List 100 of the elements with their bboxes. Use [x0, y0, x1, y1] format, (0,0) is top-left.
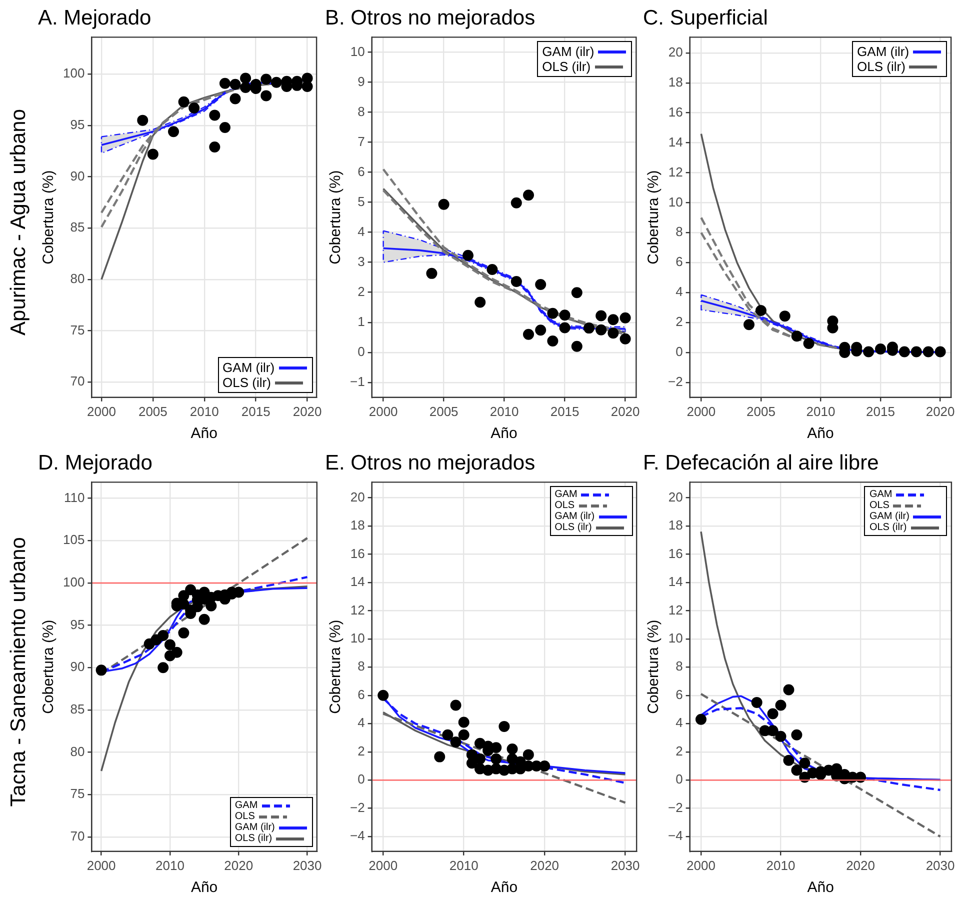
y-axis-title: Cobertura (%) [327, 620, 344, 714]
x-axis-title: Año [490, 879, 518, 896]
y-tick-label: 16 [350, 546, 365, 561]
y-tick-label: 8 [676, 224, 683, 240]
y-axis-title: Cobertura (%) [645, 170, 662, 264]
legend-label: GAM (ilr) [222, 360, 275, 376]
legend-label: OLS (ilr) [542, 59, 591, 74]
x-tick-label: 2010 [806, 404, 836, 419]
legend-label: OLS [869, 500, 890, 512]
x-tick-label: 2000 [86, 858, 116, 873]
y-axis-title: Cobertura (%) [327, 170, 344, 264]
x-tick-label: 2005 [746, 404, 776, 419]
y-tick-label: 3 [358, 254, 365, 269]
y-tick-label: 8 [358, 658, 365, 674]
y-tick-label: 10 [350, 44, 365, 59]
legend-label: GAM (ilr) [857, 44, 910, 60]
y-tick-label: 10 [350, 630, 365, 646]
y-tick-label: 2 [358, 284, 365, 299]
y-tick-label: 80 [70, 270, 85, 286]
x-axis-title: Año [190, 879, 218, 896]
y-tick-label: 10 [668, 194, 683, 210]
x-tick-label: 2020 [610, 404, 640, 419]
x-tick-label: 2000 [368, 858, 398, 873]
legend-label: GAM (ilr) [542, 44, 594, 60]
y-tick-label: 4 [358, 224, 365, 239]
y-tick-label: 0 [358, 344, 365, 359]
legend-label: OLS (ilr) [222, 375, 271, 390]
y-tick-label: 90 [70, 168, 85, 184]
legend-label: GAM (ilr) [869, 511, 910, 522]
y-tick-label: −4 [668, 828, 683, 844]
y-tick-label: 18 [668, 518, 683, 533]
y-tick-label: 95 [70, 616, 85, 632]
x-tick-label: 2000 [686, 404, 716, 419]
y-tick-label: 95 [70, 117, 85, 132]
y-tick-label: 7 [358, 134, 365, 149]
y-tick-label: 70 [70, 374, 85, 389]
legend-label: OLS (ilr) [554, 522, 592, 534]
x-tick-label: 2010 [449, 858, 478, 873]
chart-title: C. Superficial [643, 6, 768, 30]
x-tick-label: 2015 [241, 404, 270, 419]
y-tick-label: 6 [676, 254, 683, 270]
y-tick-label: 85 [70, 220, 85, 235]
x-tick-label: 2010 [156, 858, 184, 873]
x-tick-label: 2030 [610, 858, 640, 873]
y-tick-label: 0 [676, 772, 683, 787]
x-axis-title: Año [190, 425, 218, 442]
y-tick-label: 85 [70, 702, 85, 717]
y-tick-label: 5 [358, 194, 365, 209]
x-tick-label: 2020 [926, 404, 955, 419]
x-tick-label: 2010 [766, 858, 796, 873]
x-tick-label: 2000 [686, 858, 716, 873]
y-tick-label: 9 [358, 74, 365, 89]
y-tick-label: 20 [350, 489, 365, 504]
y-tick-label: 100 [62, 574, 85, 590]
chart-title: A. Mejorado [38, 6, 152, 30]
y-tick-label: 1 [358, 314, 365, 329]
legend-label: OLS [234, 811, 255, 822]
x-tick-label: 2030 [926, 858, 955, 873]
y-tick-label: 6 [358, 164, 365, 179]
y-tick-label: 2 [676, 314, 683, 330]
y-tick-label: 110 [64, 490, 85, 505]
text: Tacna - Saneamiento urbano [7, 537, 31, 807]
y-tick-label: 8 [358, 104, 365, 119]
y-tick-label: 20 [668, 44, 683, 60]
x-tick-label: 2015 [866, 404, 895, 419]
y-tick-label: 16 [668, 546, 683, 561]
y-tick-label: 12 [350, 602, 365, 618]
x-tick-label: 2000 [87, 404, 116, 419]
y-tick-label: 12 [668, 602, 683, 618]
y-tick-label: 90 [70, 659, 85, 674]
y-tick-label: 18 [668, 74, 683, 90]
y-tick-label: 0 [358, 772, 365, 787]
y-tick-label: −4 [350, 828, 365, 844]
x-tick-label: 2005 [429, 404, 458, 419]
y-tick-label: −2 [350, 800, 365, 815]
x-tick-label: 2015 [550, 404, 580, 419]
y-tick-label: 6 [676, 686, 683, 702]
legend-label: OLS (ilr) [857, 59, 906, 74]
x-tick-label: 2020 [292, 404, 322, 419]
y-tick-label: 12 [668, 164, 683, 180]
y-tick-label: 4 [676, 284, 683, 300]
y-tick-label: 18 [350, 518, 365, 533]
x-axis-title: Año [490, 425, 518, 442]
legend-label: OLS (ilr) [869, 522, 907, 534]
x-tick-label: 2020 [846, 858, 875, 873]
x-tick-label: 2010 [190, 404, 219, 419]
legend-label: OLS (ilr) [234, 833, 272, 844]
y-tick-label: 75 [70, 786, 85, 802]
y-tick-label: 105 [62, 532, 85, 548]
text: Apurimac - Agua urbano [7, 109, 31, 336]
y-tick-label: 70 [70, 828, 85, 844]
y-tick-label: 100 [62, 66, 85, 81]
y-tick-label: −2 [668, 374, 683, 389]
x-tick-label: 2005 [138, 404, 168, 419]
y-tick-label: 2 [676, 743, 683, 758]
legend-label: OLS [554, 500, 575, 512]
y-tick-label: 14 [668, 134, 683, 150]
chart-title: E. Otros no mejorados [325, 451, 536, 474]
x-tick-label: 2000 [368, 404, 398, 419]
x-tick-label: 2030 [292, 858, 322, 873]
